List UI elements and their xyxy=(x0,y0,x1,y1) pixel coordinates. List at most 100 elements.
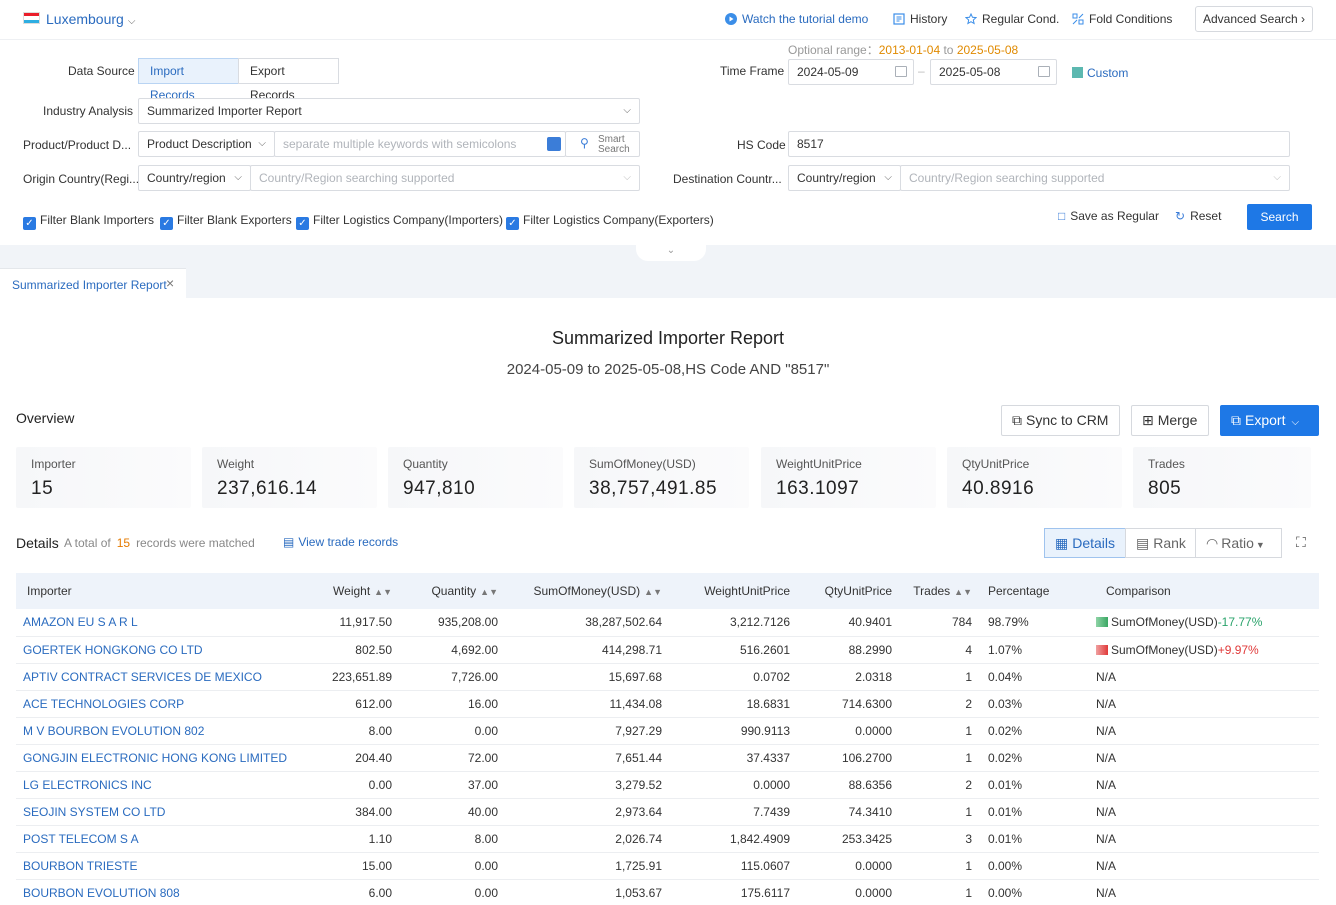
percentage-cell: 0.04% xyxy=(988,669,1023,684)
sort-icon[interactable]: ▲▼ xyxy=(374,587,392,597)
trades-cell: 2 xyxy=(965,777,972,792)
qty-unit-price-cell: 106.2700 xyxy=(841,750,892,765)
importer-name[interactable]: LG ELECTRONICS INC xyxy=(23,777,152,792)
country-selector[interactable]: Luxembourg ⌵ xyxy=(46,11,136,27)
table-row: APTIV CONTRACT SERVICES DE MEXICO 223,651… xyxy=(16,663,1319,690)
summary-card-weight-unit-price: WeightUnitPrice 163.1097 xyxy=(761,447,936,508)
reset-button[interactable]: ↻ Reset xyxy=(1175,209,1222,223)
collapse-toggle[interactable]: ⌄ xyxy=(636,243,706,261)
summary-card-quantity: Quantity 947,810 xyxy=(388,447,563,508)
table-header-row: Importer Weight ▲▼ Quantity ▲▼ SumOfMoney(… xyxy=(16,573,1319,609)
luxembourg-flag-icon xyxy=(23,12,40,24)
product-label: Product/Product D... xyxy=(23,138,132,152)
refresh-icon: ↻ xyxy=(1175,209,1186,223)
importer-name[interactable]: POST TELECOM S A xyxy=(23,831,139,846)
view-ratio-tab[interactable]: ◠ Ratio ▼ xyxy=(1195,528,1282,558)
col-quantity[interactable]: Quantity ▲▼ xyxy=(431,584,498,598)
view-details-tab[interactable]: ▦ Details xyxy=(1044,528,1126,558)
image-search-icon[interactable] xyxy=(547,137,561,151)
chevron-down-icon: ⌵ xyxy=(1291,417,1300,428)
filter-logistics-importers-checkbox[interactable]: ✓ Filter Logistics Company(Importers) xyxy=(296,213,503,230)
trades-cell: 1 xyxy=(965,669,972,684)
filter-blank-exporters-checkbox[interactable]: ✓ Filter Blank Exporters xyxy=(160,213,292,230)
smart-search-button[interactable]: ⚲ Smart Search xyxy=(565,131,640,157)
importer-name[interactable]: GONGJIN ELECTRONIC HONG KONG LIMITED xyxy=(23,750,288,765)
percentage-cell: 0.02% xyxy=(988,723,1023,738)
quantity-cell: 7,726.00 xyxy=(451,669,498,684)
sum-of-money-cell: 414,298.71 xyxy=(601,642,662,657)
product-type-select[interactable]: Product Description ⌵ xyxy=(138,131,275,157)
sync-to-crm-button[interactable]: ⧉ Sync to CRM xyxy=(1001,405,1120,436)
comparison-change: -17.77% xyxy=(1217,615,1263,630)
col-sum-of-money[interactable]: SumOfMoney(USD) ▲▼ xyxy=(533,584,662,598)
filter-blank-importers-checkbox[interactable]: ✓ Filter Blank Importers xyxy=(23,213,154,230)
search-button[interactable]: Search xyxy=(1247,204,1312,230)
tutorial-link[interactable]: Watch the tutorial demo xyxy=(725,12,868,26)
trades-cell: 1 xyxy=(965,804,972,819)
product-keywords-input[interactable]: separate multiple keywords with semicolo… xyxy=(274,131,566,157)
advanced-search-button[interactable]: Advanced Search › xyxy=(1195,6,1313,32)
comparison-cell: N/A xyxy=(1090,798,1319,825)
comparison-change: +9.97% xyxy=(1217,642,1259,657)
importer-name[interactable]: M V BOURBON EVOLUTION 802 xyxy=(23,723,205,738)
view-rank-tab[interactable]: ▤ Rank xyxy=(1125,528,1196,558)
sort-icon[interactable]: ▲▼ xyxy=(480,587,498,597)
weight-cell: 223,651.89 xyxy=(331,669,392,684)
col-trades[interactable]: Trades ▲▼ xyxy=(913,584,972,598)
comparison-label: N/A xyxy=(1096,858,1117,873)
trades-cell: 4 xyxy=(965,642,972,657)
weight-cell: 204.40 xyxy=(355,750,392,765)
percentage-cell: 0.01% xyxy=(988,804,1023,819)
view-trade-records-link[interactable]: ▤ View trade records xyxy=(283,535,399,549)
import-records-toggle[interactable]: Import Records xyxy=(138,58,239,102)
industry-analysis-select[interactable]: Summarized Importer Report ⌵ xyxy=(138,98,640,124)
destination-country-input[interactable]: Country/Region searching supported ⌵ xyxy=(900,165,1290,191)
sort-icon[interactable]: ▲▼ xyxy=(954,587,972,597)
export-button[interactable]: ⧉ Export ⌵ xyxy=(1220,405,1319,436)
importer-name[interactable]: GOERTEK HONGKONG CO LTD xyxy=(23,642,203,657)
history-link[interactable]: History xyxy=(893,12,947,26)
custom-range-button[interactable]: Custom xyxy=(1072,66,1128,80)
fullscreen-icon[interactable]: ⛶ xyxy=(1296,534,1306,550)
date-to-input[interactable]: 2025-05-08 xyxy=(930,59,1057,85)
comparison-label: N/A xyxy=(1096,831,1117,846)
close-icon[interactable]: × xyxy=(166,275,175,291)
percentage-cell: 1.07% xyxy=(988,642,1023,657)
origin-country-input[interactable]: Country/Region searching supported ⌵ xyxy=(250,165,640,191)
tab-summarized-importer-report[interactable]: Summarized Importer Report × xyxy=(0,268,186,298)
chevron-down-icon: ⌄ xyxy=(666,245,676,256)
sum-of-money-cell: 2,973.64 xyxy=(615,804,662,819)
comparison-cell: N/A xyxy=(1090,825,1319,852)
fold-conditions-link[interactable]: Fold Conditions xyxy=(1072,12,1172,26)
importer-name[interactable]: BOURBON EVOLUTION 808 xyxy=(23,885,180,900)
percentage-cell: 98.79% xyxy=(988,615,1029,630)
regular-conditions-link[interactable]: Regular Cond. xyxy=(965,12,1059,26)
export-records-toggle[interactable]: Export Records xyxy=(238,58,339,102)
weight-cell: 0.00 xyxy=(368,777,392,792)
importer-name[interactable]: ACE TECHNOLOGIES CORP xyxy=(23,696,185,711)
col-qty-unit-price: QtyUnitPrice xyxy=(824,584,892,598)
table-row: POST TELECOM S A 1.10 8.00 2,026.74 1,842.49… xyxy=(16,825,1319,852)
destination-type-select[interactable]: Country/region ⌵ xyxy=(788,165,901,191)
sum-of-money-cell: 1,053.67 xyxy=(615,885,662,900)
origin-type-select[interactable]: Country/region ⌵ xyxy=(138,165,251,191)
date-from-input[interactable]: 2024-05-09 xyxy=(788,59,914,85)
star-icon xyxy=(965,13,977,25)
sum-of-money-cell: 11,434.08 xyxy=(609,696,663,711)
quantity-cell: 0.00 xyxy=(474,723,498,738)
merge-button[interactable]: ⊞ Merge xyxy=(1131,405,1209,436)
filter-logistics-exporters-checkbox[interactable]: ✓ Filter Logistics Company(Exporters) xyxy=(506,213,714,230)
importer-name[interactable]: BOURBON TRIESTE xyxy=(23,858,138,873)
sort-icon[interactable]: ▲▼ xyxy=(644,587,662,597)
importer-name[interactable]: SEOJIN SYSTEM CO LTD xyxy=(23,804,166,819)
weight-unit-price-cell: 516.2601 xyxy=(739,642,790,657)
col-weight[interactable]: Weight ▲▼ xyxy=(333,584,392,598)
hs-code-input[interactable]: 8517 xyxy=(788,131,1290,157)
qty-unit-price-cell: 0.0000 xyxy=(855,858,892,873)
trades-cell: 1 xyxy=(965,885,972,900)
comparison-cell: N/A xyxy=(1090,771,1319,798)
importer-name[interactable]: APTIV CONTRACT SERVICES DE MEXICO xyxy=(23,669,262,684)
comparison-cell: SumOfMoney(USD)-17.77% xyxy=(1090,609,1319,636)
importer-name[interactable]: AMAZON EU S A R L xyxy=(23,615,138,630)
save-as-regular-button[interactable]: □ Save as Regular xyxy=(1058,209,1159,223)
